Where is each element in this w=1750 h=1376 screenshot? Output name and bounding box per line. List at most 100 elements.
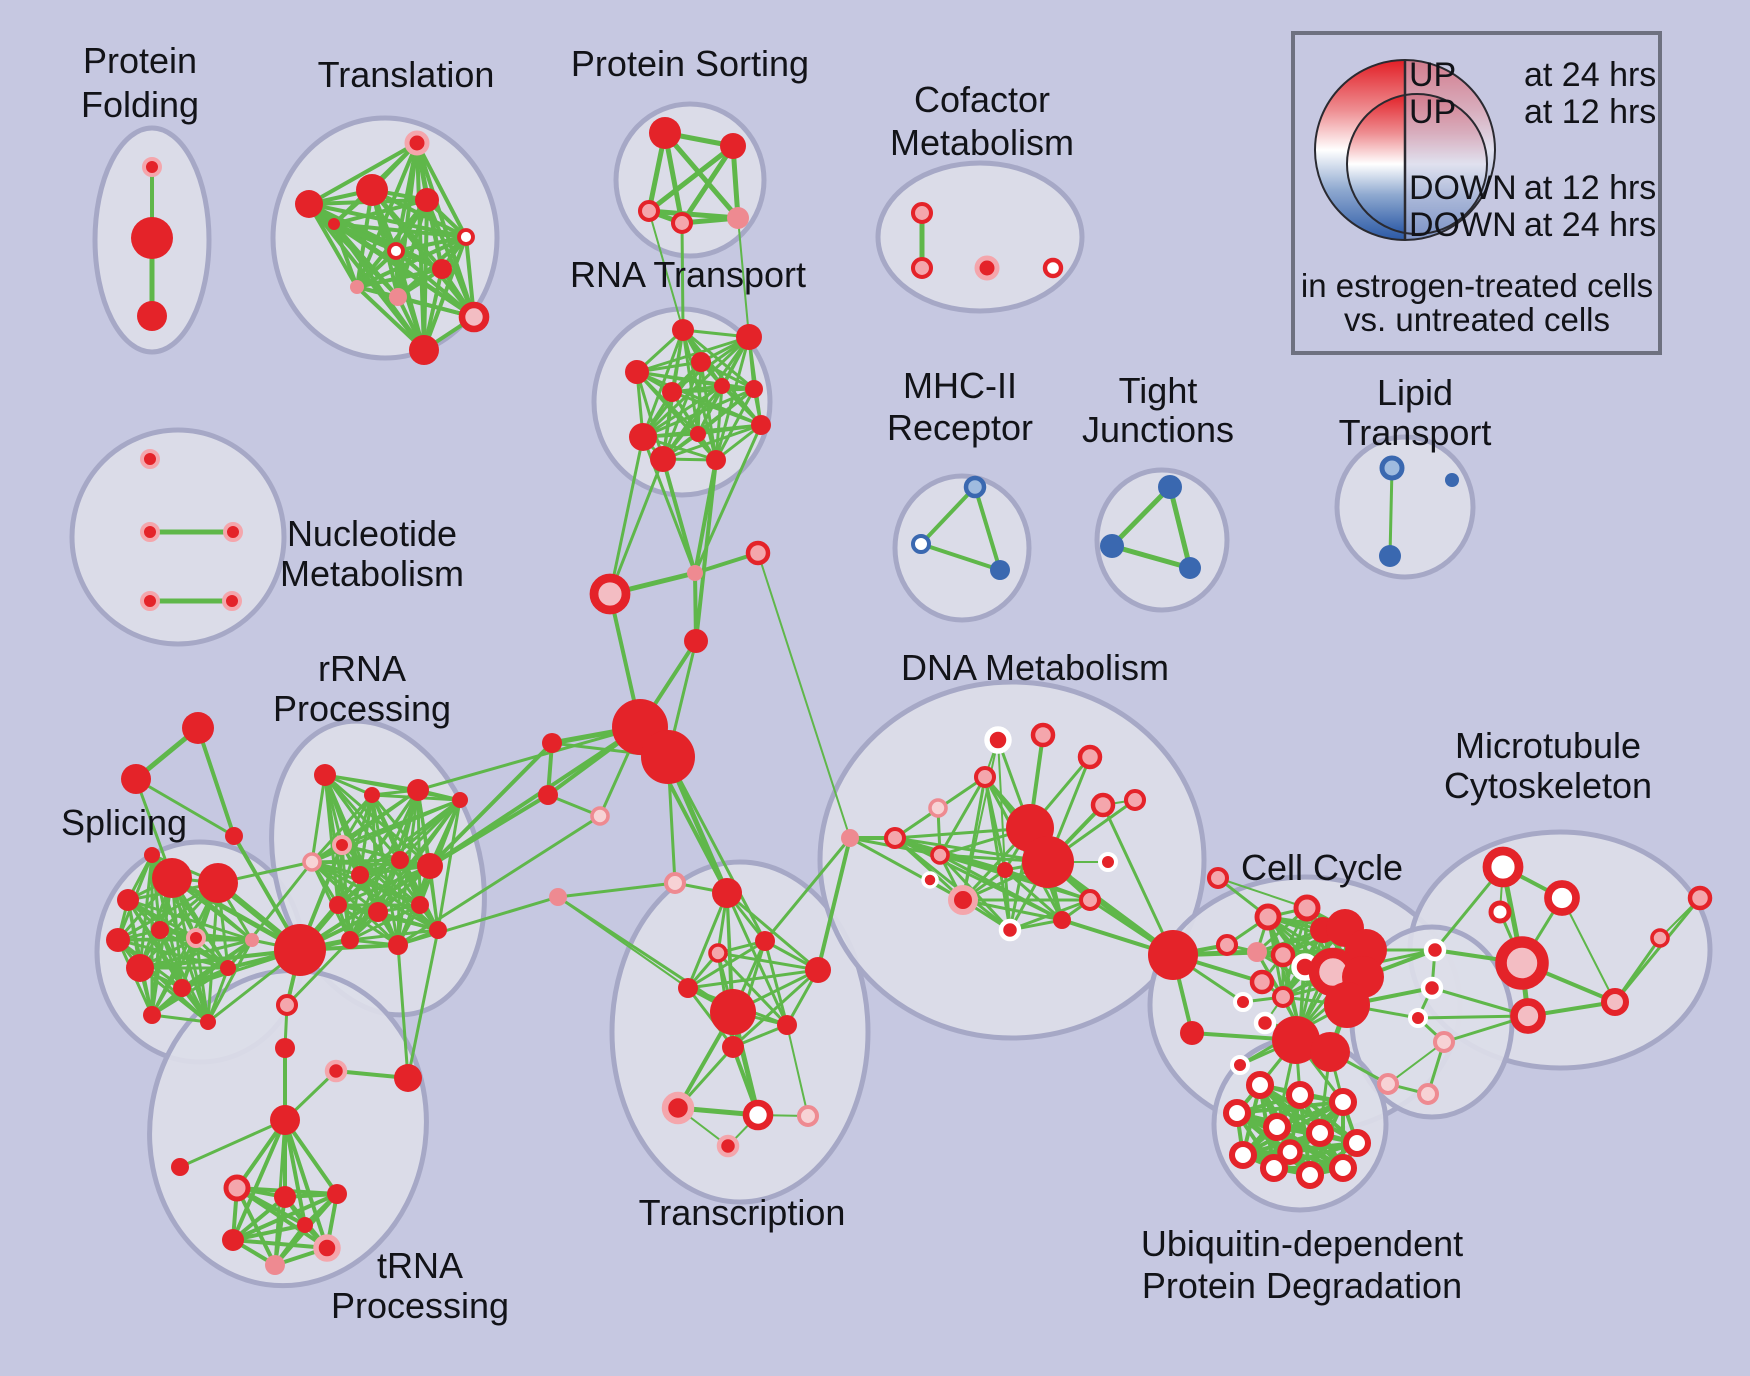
network-node <box>990 560 1010 580</box>
network-edge <box>138 948 302 970</box>
network-node <box>117 889 139 911</box>
network-edge <box>938 853 1064 922</box>
network-node <box>649 117 681 149</box>
legend-direction-label: UP <box>1409 56 1456 94</box>
cluster-label-trna-processing: Processing <box>331 1285 509 1326</box>
network-node <box>1247 942 1267 962</box>
network-edge <box>307 141 419 206</box>
cluster-label-protein-folding: Folding <box>81 84 199 125</box>
network-node <box>883 826 907 850</box>
network-node <box>549 888 567 906</box>
network-node <box>126 954 154 982</box>
network-node <box>351 866 369 884</box>
network-edge <box>196 726 236 838</box>
cluster-label-mhc-ii-receptor: Receptor <box>887 407 1033 448</box>
network-edge <box>231 1118 287 1242</box>
network-node <box>672 319 694 341</box>
network-node <box>151 921 169 939</box>
legend-direction-label: DOWN <box>1409 206 1517 244</box>
cluster-label-microtubule-cytoskeleton: Microtubule <box>1455 725 1641 766</box>
network-node <box>409 335 439 365</box>
network-node <box>270 1105 300 1135</box>
network-edge <box>1003 868 1064 922</box>
cluster-label-dna-metabolism: DNA Metabolism <box>901 647 1169 688</box>
network-node <box>1379 455 1405 481</box>
network-node <box>389 288 407 306</box>
legend-direction-label: DOWN <box>1409 169 1517 207</box>
network-edge <box>332 222 359 289</box>
network-edge <box>415 141 468 239</box>
network-node <box>998 918 1022 942</box>
legend-direction-label: UP <box>1409 93 1456 131</box>
network-edge <box>416 788 422 907</box>
network-edge <box>332 222 426 352</box>
network-node <box>143 1006 161 1024</box>
network-edge <box>646 143 736 214</box>
network-node <box>1488 900 1512 924</box>
network-node <box>1376 1072 1400 1096</box>
network-node <box>1482 846 1524 888</box>
network-node <box>341 931 359 949</box>
network-edge <box>231 1238 329 1250</box>
network-node <box>274 1186 296 1208</box>
network-node <box>687 565 703 581</box>
network-edge <box>150 938 254 1017</box>
network-node <box>1249 969 1275 995</box>
cluster-label-ubiquitin-degradation: Protein Degradation <box>1142 1265 1462 1306</box>
cluster-label-tight-junctions: Tight <box>1119 370 1198 411</box>
cluster-label-rna-transport: RNA Transport <box>570 254 806 295</box>
network-node <box>222 1229 244 1251</box>
network-node <box>1420 976 1444 1000</box>
network-edge <box>641 384 724 439</box>
network-edge <box>893 836 1012 932</box>
network-node <box>1245 1070 1275 1100</box>
network-node <box>452 792 468 808</box>
network-edge <box>150 928 162 1017</box>
network-node <box>1078 888 1102 912</box>
network-node <box>1148 930 1198 980</box>
network-node <box>1253 1011 1277 1035</box>
network-node <box>131 217 173 259</box>
network-edge <box>757 552 851 839</box>
network-node <box>974 255 1000 281</box>
legend-circle-outline <box>1346 93 1488 235</box>
network-edge <box>680 221 685 332</box>
network-node <box>1423 938 1447 962</box>
cluster-label-rrna-processing: rRNA <box>318 648 406 689</box>
network-node <box>364 787 380 803</box>
network-edge <box>310 793 374 864</box>
network-edge <box>394 249 476 319</box>
network-node <box>329 896 347 914</box>
network-node <box>1254 903 1282 931</box>
network-node <box>1230 1055 1250 1075</box>
cluster-label-cofactor-metabolism: Cofactor <box>914 79 1050 120</box>
network-node <box>223 522 243 542</box>
network-edge <box>716 951 789 1027</box>
network-node <box>429 921 447 939</box>
network-edge <box>714 387 756 462</box>
network-edge <box>666 755 767 943</box>
network-node <box>324 1059 348 1083</box>
network-edge <box>997 739 1006 871</box>
network-node <box>720 133 746 159</box>
cluster-label-tight-junctions: Junctions <box>1082 409 1234 450</box>
network-node <box>182 712 214 744</box>
network-edge <box>231 1223 307 1242</box>
network-node <box>1544 880 1580 916</box>
network-edge <box>226 860 314 970</box>
network-node <box>777 1015 797 1035</box>
network-node <box>356 174 388 206</box>
network-node <box>1285 1080 1315 1110</box>
network-node <box>755 931 775 951</box>
network-node <box>432 259 452 279</box>
network-node <box>223 1174 251 1202</box>
network-node <box>1222 1098 1252 1128</box>
network-edge <box>1217 877 1308 909</box>
legend-box <box>1291 31 1662 355</box>
network-node <box>1206 866 1230 890</box>
cluster-label-microtubule-cytoskeleton: Cytoskeleton <box>1444 765 1652 806</box>
network-node <box>1408 1008 1428 1028</box>
network-edge <box>648 210 684 331</box>
cluster-label-cell-cycle: Cell Cycle <box>1241 847 1403 888</box>
